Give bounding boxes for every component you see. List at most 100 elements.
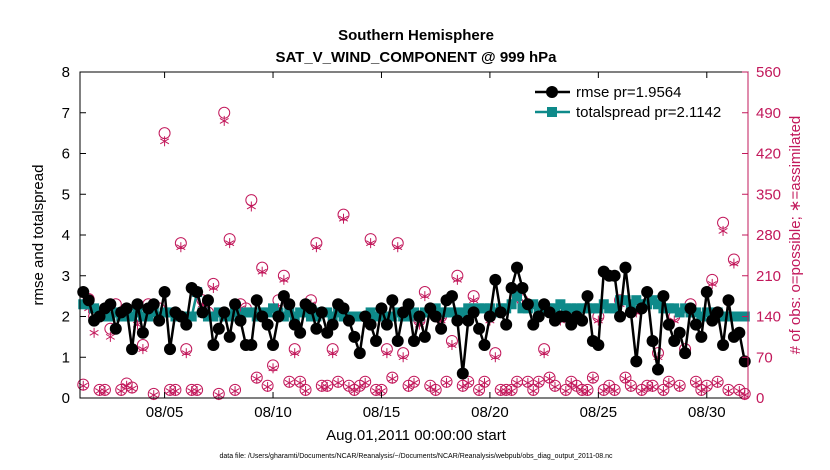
y-right-tick-label: 140 [756, 309, 781, 326]
y-tick-label: 4 [62, 227, 70, 244]
totalspread-point [701, 307, 712, 318]
asterisk-stroke [208, 285, 218, 291]
obs-assimilated-point [544, 373, 555, 384]
obs-assimilated-point [458, 381, 468, 392]
y-tick-label: 8 [62, 64, 70, 81]
asterisk-stroke [127, 385, 137, 392]
obs-assimilated-point [550, 381, 560, 392]
asterisk-stroke [696, 388, 706, 394]
asterisk-stroke [620, 375, 631, 382]
totalspread-point [631, 295, 642, 306]
rmse-point [581, 290, 594, 303]
totalspread-point [387, 311, 398, 322]
asterisk-stroke [463, 379, 473, 386]
asterisk-stroke [219, 117, 229, 124]
asterisk-stroke [355, 384, 365, 390]
totalspread-point [268, 303, 279, 314]
obs-assimilated-point [637, 386, 647, 397]
totalspread-point [436, 307, 447, 318]
obs-assimilated-point [734, 386, 744, 397]
obs-assimilated-point [610, 386, 620, 397]
asterisk-stroke [588, 375, 598, 382]
rmse-point [413, 310, 426, 323]
asterisk-stroke [626, 384, 636, 390]
totalspread-point [311, 311, 322, 322]
totalspread-point [409, 307, 419, 318]
legend-totalspread-marker [547, 107, 557, 117]
totalspread-point [604, 303, 615, 314]
asterisk-stroke [382, 350, 392, 357]
rmse-point [489, 273, 502, 286]
totalspread-point [224, 311, 235, 322]
totalspread-point [512, 291, 523, 302]
totalspread-point [78, 299, 89, 310]
chart-subtitle: SAT_V_WIND_COMPONENT @ 999 hPa [275, 49, 557, 66]
asterisk-stroke [702, 384, 712, 390]
obs-assimilated-point [311, 242, 321, 253]
obs-assimilated-point [658, 386, 668, 397]
totalspread-point [571, 303, 582, 314]
obs-assimilated-point [403, 381, 414, 392]
rmse-point [353, 347, 366, 360]
rmse-point [673, 326, 686, 339]
rmse-point [483, 310, 496, 323]
asterisk-stroke [664, 379, 674, 386]
obs-assimilated-point [160, 136, 170, 147]
obs-assimilated-point [620, 373, 631, 384]
asterisk-stroke [425, 384, 435, 390]
obs-assimilated-point [512, 377, 522, 388]
obs-assimilated-point [257, 266, 267, 277]
totalspread-point [457, 307, 468, 318]
totalspread-point [566, 303, 577, 314]
rmse-point [380, 318, 393, 331]
asterisk-stroke [707, 280, 717, 287]
rmse-point [126, 343, 139, 356]
totalspread-point [365, 307, 376, 318]
x-axis-label: Aug.01,2011 00:00:00 start [326, 427, 507, 444]
obs-assimilated-point [176, 242, 186, 253]
rmse-point [342, 314, 355, 327]
legend-rmse-marker [546, 86, 558, 98]
rmse-point [201, 294, 214, 307]
rmse-point [717, 339, 730, 352]
rmse-point [283, 298, 296, 311]
obs-assimilated-point [328, 348, 338, 359]
rmse-point [494, 306, 507, 319]
asterisk-stroke [192, 388, 202, 394]
rmse-point [700, 286, 713, 299]
y-axis-label: rmse and totalspread [30, 165, 47, 306]
rmse-point [207, 339, 220, 352]
obs-assimilated-point [539, 348, 549, 359]
obs-assimilated-point [290, 348, 300, 359]
rmse-point [641, 286, 654, 299]
obs-assimilated-point [300, 386, 311, 397]
obs-assimilated-point [279, 274, 289, 285]
rmse-point [646, 334, 659, 347]
x-tick-label: 08/30 [688, 404, 726, 421]
obs-assimilated-point [393, 242, 403, 253]
obs-assimilated-point [718, 225, 728, 236]
asterisk-stroke [566, 379, 576, 386]
obs-assimilated-point [447, 340, 457, 351]
obs-assimilated-point [344, 381, 354, 392]
totalspread-point [148, 307, 159, 318]
obs-assimilated-point [691, 377, 701, 388]
totalspread-point [593, 303, 604, 314]
rmse-point [662, 318, 675, 331]
rmse-point [418, 330, 431, 343]
obs-assimilated-point [333, 377, 343, 388]
obs-assimilated-point [268, 363, 278, 374]
obs-assimilated-point [647, 381, 658, 392]
rmse-point [267, 339, 280, 352]
asterisk-stroke [604, 384, 614, 390]
rmse-point [711, 306, 724, 319]
rmse-point [435, 322, 448, 335]
asterisk-stroke [734, 388, 744, 394]
rmse-point [500, 318, 513, 331]
obs-assimilated-point [100, 386, 110, 397]
rmse-point [364, 318, 377, 331]
obs-assimilated-point [138, 344, 148, 355]
obs-assimilated-point [507, 386, 517, 397]
obs-assimilated-point [127, 383, 137, 394]
obs-assimilated-point [528, 386, 538, 397]
